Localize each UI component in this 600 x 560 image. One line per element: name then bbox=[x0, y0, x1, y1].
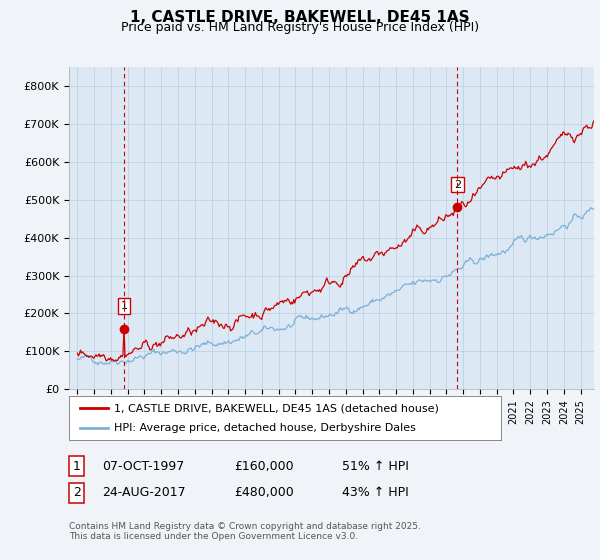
Text: 1, CASTLE DRIVE, BAKEWELL, DE45 1AS (detached house): 1, CASTLE DRIVE, BAKEWELL, DE45 1AS (det… bbox=[115, 403, 439, 413]
Text: Contains HM Land Registry data © Crown copyright and database right 2025.
This d: Contains HM Land Registry data © Crown c… bbox=[69, 522, 421, 542]
Text: £160,000: £160,000 bbox=[234, 460, 293, 473]
Text: HPI: Average price, detached house, Derbyshire Dales: HPI: Average price, detached house, Derb… bbox=[115, 423, 416, 433]
Text: 43% ↑ HPI: 43% ↑ HPI bbox=[342, 486, 409, 500]
Text: Price paid vs. HM Land Registry's House Price Index (HPI): Price paid vs. HM Land Registry's House … bbox=[121, 21, 479, 34]
Text: 24-AUG-2017: 24-AUG-2017 bbox=[102, 486, 185, 500]
Text: 2: 2 bbox=[454, 180, 461, 190]
Text: 07-OCT-1997: 07-OCT-1997 bbox=[102, 460, 184, 473]
Text: 1, CASTLE DRIVE, BAKEWELL, DE45 1AS: 1, CASTLE DRIVE, BAKEWELL, DE45 1AS bbox=[130, 10, 470, 25]
Text: 1: 1 bbox=[121, 301, 127, 311]
Text: 2: 2 bbox=[73, 486, 81, 500]
Text: £480,000: £480,000 bbox=[234, 486, 294, 500]
Text: 51% ↑ HPI: 51% ↑ HPI bbox=[342, 460, 409, 473]
Text: 1: 1 bbox=[73, 460, 81, 473]
